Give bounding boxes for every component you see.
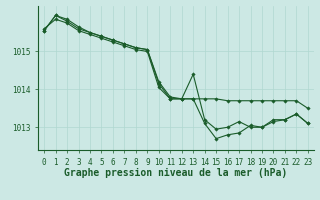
X-axis label: Graphe pression niveau de la mer (hPa): Graphe pression niveau de la mer (hPa) bbox=[64, 168, 288, 178]
